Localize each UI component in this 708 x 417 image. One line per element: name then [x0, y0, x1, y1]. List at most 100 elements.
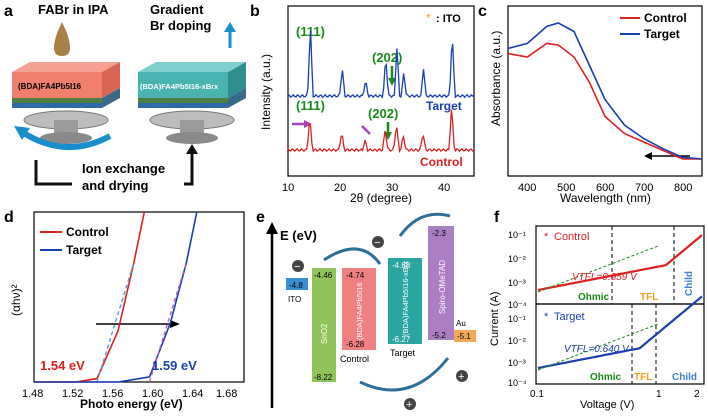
film-layer-blue [12, 103, 102, 108]
hole-icon [404, 398, 416, 410]
film-front [12, 72, 102, 98]
control-bottom: -6.28 [346, 340, 365, 349]
xrd-target-label: Target [426, 99, 462, 113]
sclc-top-curve-fit [537, 245, 659, 293]
up-arrow-head-icon [224, 22, 236, 32]
xrd-chart: b Intensity (a.u.) 2θ (degree) 10 20 30 … [250, 3, 475, 205]
rotation-arrow-head-icon [14, 126, 30, 140]
sclc-yticks-bottom: 10⁻¹ 10⁻² 10⁻³ 10⁻⁴ [508, 314, 527, 388]
peak-202-arrow-head-icon [388, 78, 396, 86]
ion-line1: Ion exchange [82, 161, 165, 176]
panel-c-label: c [478, 3, 487, 20]
abs-xlabel: Wavelength (nm) [560, 191, 651, 205]
panel-c: c Absorbance (a.u.) Wavelength (nm) 400 … [478, 0, 708, 206]
target-stand-post [180, 120, 204, 136]
abs-xtick: 700 [635, 182, 653, 194]
target-film-side [228, 62, 246, 98]
process-arrow-head-icon [186, 144, 198, 154]
xrd-ylabel: Intensity (a.u.) [259, 54, 273, 130]
sno2-block [312, 268, 336, 382]
xrd-xtick: 40 [438, 182, 450, 194]
electron-minus: − [374, 237, 380, 249]
au-label: Au [456, 319, 466, 328]
ito-legend: : ITO [436, 13, 461, 25]
peak-111-control: (111) [296, 98, 325, 113]
abs-series-group [507, 22, 703, 160]
xrd-series-control [287, 109, 475, 154]
tauc-xtick: 1.64 [182, 388, 203, 400]
peak-202-control: (202) [368, 106, 398, 121]
tauc-legend-control: Control [66, 225, 109, 239]
abs-xtick: 400 [518, 182, 536, 194]
target-bottom: -6.27 [392, 335, 411, 344]
sclc-bottom-curve [537, 295, 703, 370]
sclc-bottom-curve-fit [537, 323, 659, 371]
sclc-bottom-frame [535, 303, 705, 385]
target-perovskite-label: (BDA)FA4Pb5I16-xBrx [401, 261, 410, 336]
sclc-ytick: 10⁻² [508, 254, 526, 264]
sclc-top-tfl: TFL [640, 292, 658, 303]
rotation-arrow-icon [20, 129, 112, 150]
energy-diagram: e E (eV) -4.8 ITO -4.46 -8.22 SnO2 -4.74… [256, 209, 476, 411]
panel-f: f Current (A) Voltage (V) 10⁻¹ 10⁻² 10⁻³… [478, 206, 708, 412]
peak-202-target: (202) [372, 50, 402, 65]
hole2-icon [456, 370, 468, 382]
tauc-legend-target: Target [66, 243, 102, 257]
sclc-bottom-ohmic: Ohmic [590, 372, 622, 383]
spiro-block [428, 226, 454, 340]
control-perovskite-label: (BDA)FA4Pb5I16 [355, 282, 364, 340]
xrd-xticks: 10 20 30 40 [282, 182, 450, 194]
control-marker2-arrow-icon [361, 125, 371, 135]
xrd-series-group [287, 30, 475, 154]
process-connector-left [34, 160, 72, 186]
hole2-plus: + [458, 371, 464, 383]
sclc-top-star-icon: * [544, 231, 549, 243]
film-layer-green [12, 98, 102, 103]
target-caption: Target [390, 348, 416, 358]
panel-e-label: e [256, 209, 265, 226]
tauc-series-group [34, 211, 198, 383]
xrd-frame [287, 5, 475, 177]
abs-frame [507, 5, 703, 177]
energy-axis-head-icon [266, 222, 278, 234]
tauc-xtick: 1.68 [216, 388, 237, 400]
sclc-ytick: 10⁻² [508, 336, 526, 346]
sclc-top-vtfl: VTFL=0.959 V [572, 272, 638, 283]
spin-stand-base [40, 132, 92, 144]
xrd-control-label: Control [420, 155, 463, 169]
sclc-xtick: 0.1 [530, 389, 544, 400]
panel-b: b Intensity (a.u.) 2θ (degree) 10 20 30 … [250, 0, 478, 206]
film-side [102, 62, 120, 98]
control-top: -4.74 [346, 271, 365, 280]
panel-a-figure: a FABr in IPA Gradient Br doping (BDA)FA… [4, 2, 246, 193]
sno2-bottom: -8.22 [314, 373, 333, 382]
target-film-top-face [138, 62, 246, 72]
panel-a-label: a [4, 3, 13, 20]
sclc-bottom-star-icon: * [544, 311, 549, 323]
tauc-xtick: 1.56 [102, 388, 123, 400]
sclc-yticks-top: 10⁻¹ 10⁻² 10⁻³ 10⁻⁴ [508, 230, 527, 310]
control-perovskite-block [342, 268, 376, 350]
hole-plus: + [406, 399, 412, 411]
abs-xtick: 500 [557, 182, 575, 194]
gradient-line1: Gradient [150, 2, 204, 17]
sclc-ytick: 10⁻¹ [508, 230, 526, 240]
abs-legend-control: Control [644, 11, 687, 25]
panel-f-label: f [494, 209, 500, 226]
drop-icon [54, 22, 70, 56]
tauc-xtick: 1.60 [142, 388, 163, 400]
film-target-text: (BDA)FA4Pb5I16-xBrx [140, 82, 219, 91]
electron-icon [372, 236, 384, 248]
sclc-ytick: 10⁻⁴ [508, 300, 527, 310]
sclc-top-child: Child [684, 271, 695, 296]
abs-xtick: 600 [596, 182, 614, 194]
sclc-ylabel: Current (A) [489, 292, 501, 346]
sclc-chart: f Current (A) Voltage (V) 10⁻¹ 10⁻² 10⁻³… [489, 209, 705, 411]
abs-xtick: 800 [674, 182, 692, 194]
sclc-bottom-child: Child [672, 372, 697, 383]
abs-series-control [507, 42, 702, 160]
tauc-xtick: 1.52 [62, 388, 83, 400]
sclc-top-ohmic: Ohmic [578, 292, 610, 303]
target-film-front [138, 72, 228, 98]
sclc-series-group [537, 234, 703, 371]
